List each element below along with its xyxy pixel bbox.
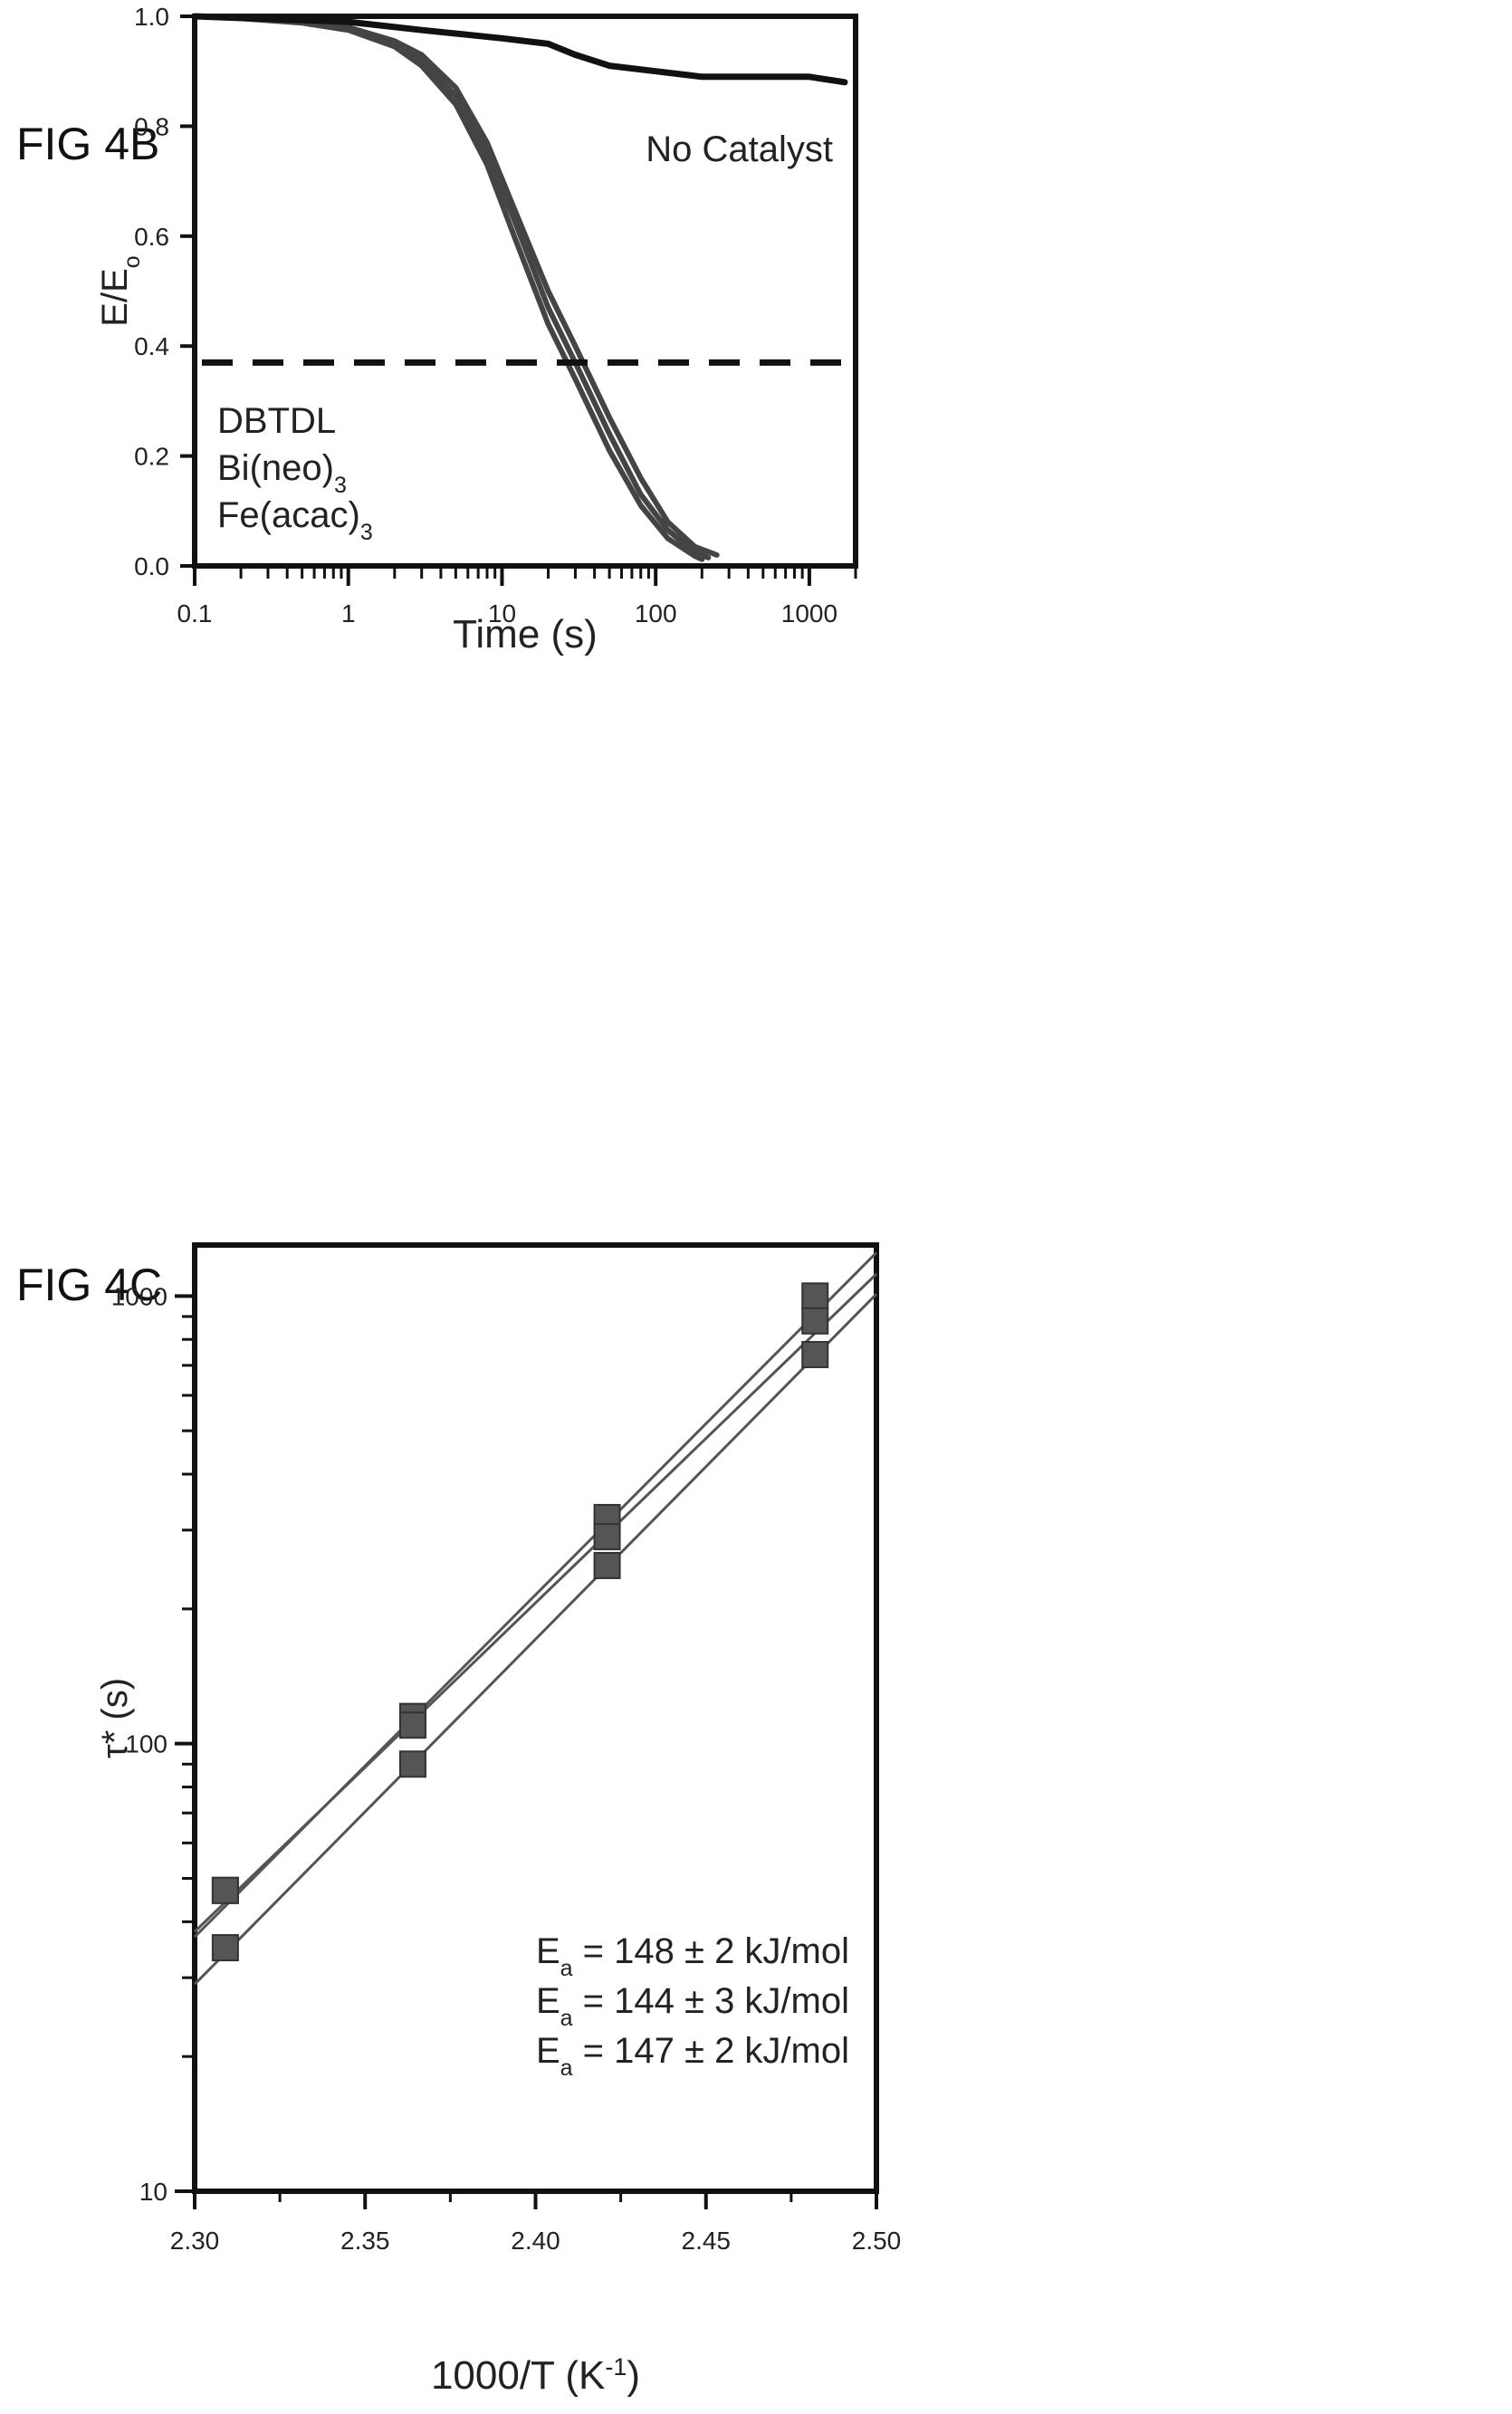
- x-tick-label: 1: [341, 599, 356, 627]
- legend-entry: Bi(neo)3: [217, 448, 347, 498]
- data-point: [211, 1934, 239, 1962]
- catalyst-curve: [192, 14, 705, 562]
- y-axis-label: E/Eo: [95, 255, 145, 326]
- legend-entry: Fe(acac)3: [217, 495, 373, 545]
- data-point: [398, 1711, 426, 1739]
- data-point: [801, 1340, 829, 1368]
- x-tick-label: 2.40: [511, 2227, 560, 2255]
- y-tick-label: 0.6: [134, 223, 169, 251]
- x-tick-label: 2.35: [340, 2227, 390, 2255]
- y-tick-label: 100: [125, 1730, 167, 1758]
- activation-energy-annotation: Ea = 147 ± 2 kJ/mol: [536, 2031, 849, 2081]
- y-tick-label: 0.0: [134, 552, 169, 580]
- x-axis-label: 1000/T (K-1): [431, 2353, 640, 2398]
- data-point: [801, 1307, 829, 1335]
- y-tick-label: 1.0: [134, 3, 169, 31]
- no-catalyst-curve: [191, 13, 848, 86]
- data-point: [593, 1551, 621, 1579]
- y-axis-label: τ* (s): [95, 1678, 135, 1758]
- y-tick-label: 0.2: [134, 443, 169, 471]
- fig-4c-label: FIG 4C: [16, 1260, 163, 1310]
- fig-4b-plot-frame: [192, 14, 858, 569]
- x-tick-label: 2.30: [170, 2227, 220, 2255]
- y-tick-label: 10: [139, 2178, 167, 2206]
- x-tick-label: 2.45: [682, 2227, 732, 2255]
- x-axis-label: Time (s): [453, 612, 598, 656]
- x-tick-label: 100: [635, 599, 677, 627]
- activation-energy-annotation: Ea = 144 ± 3 kJ/mol: [536, 1981, 849, 2031]
- y-tick-label: 0.4: [134, 332, 169, 360]
- x-tick-label: 0.1: [177, 599, 213, 627]
- legend-entry: DBTDL: [217, 401, 336, 441]
- data-point: [398, 1750, 426, 1778]
- data-point: [801, 1282, 829, 1310]
- activation-energy-annotation: Ea = 148 ± 2 kJ/mol: [536, 1931, 849, 1981]
- fit-line: [193, 1272, 878, 1933]
- data-point: [211, 1876, 239, 1904]
- data-point: [593, 1523, 621, 1551]
- fig-4b-label: FIG 4B: [16, 119, 160, 169]
- fig-4b-chart: 0.1 1 10 100 1000 0.0 0.2 0.4 0.6 0.8 1.0 Time (s) E…: [95, 3, 858, 656]
- x-tick-label: 10: [488, 599, 516, 627]
- y-tick-label: 1000: [111, 1282, 167, 1310]
- x-tick-label: 1000: [781, 599, 837, 627]
- y-tick-label: 0.8: [134, 112, 169, 140]
- x-tick-label: 2.50: [852, 2227, 902, 2255]
- no-catalyst-annotation: No Catalyst: [646, 129, 833, 169]
- fit-line: [193, 1293, 878, 1986]
